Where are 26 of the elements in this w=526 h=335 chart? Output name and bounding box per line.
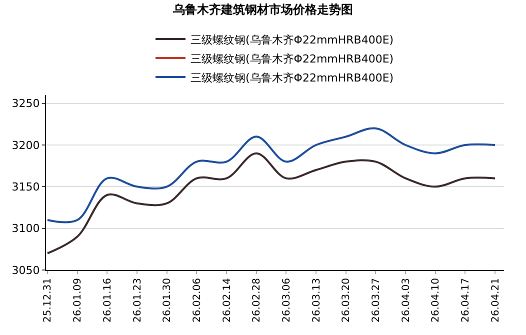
- y-tick-label: 3050: [12, 264, 40, 277]
- x-tick-label: 26.03.20: [341, 278, 352, 323]
- x-tick-label: 26.01.30: [162, 278, 174, 323]
- x-tick-label: 26.04.17: [460, 278, 472, 323]
- x-tick-label: 25.12.31: [42, 278, 54, 323]
- line-series: [46, 152, 496, 254]
- y-tick-label: 3100: [12, 222, 40, 236]
- x-tick-label: 26.02.06: [192, 278, 203, 323]
- legend-label: 三级螺纹钢(乌鲁木齐Φ22mmHRB400E): [190, 71, 394, 84]
- x-tick-label: 26.03.06: [281, 278, 292, 323]
- y-tick-label: 3200: [12, 138, 40, 152]
- x-tick-label: 26.01.16: [102, 278, 114, 323]
- x-tick-label: 26.03.13: [311, 278, 322, 323]
- legend-label: 三级螺纹钢(乌鲁木齐Φ22mmHRB400E): [190, 52, 394, 66]
- x-tick-label: 26.01.23: [132, 278, 144, 323]
- x-tick-label: 26.04.10: [430, 278, 442, 323]
- x-tick-label: 26.02.14: [222, 278, 233, 323]
- legend-label: 三级螺纹钢(乌鲁木齐Φ22mmHRB400E): [190, 33, 394, 46]
- x-tick-label: 26.03.27: [370, 278, 382, 323]
- y-tick-label: 3150: [12, 180, 40, 194]
- x-tick-label: 26.02.28: [252, 278, 263, 323]
- x-tick-label: 26.04.03: [400, 278, 412, 323]
- x-tick-label: 26.01.09: [72, 278, 84, 323]
- chart-title: 乌鲁木齐建筑钢材市场价格走势图: [172, 2, 353, 16]
- y-tick-label: 3250: [12, 97, 40, 110]
- x-tick-label: 26.04.21: [490, 278, 502, 323]
